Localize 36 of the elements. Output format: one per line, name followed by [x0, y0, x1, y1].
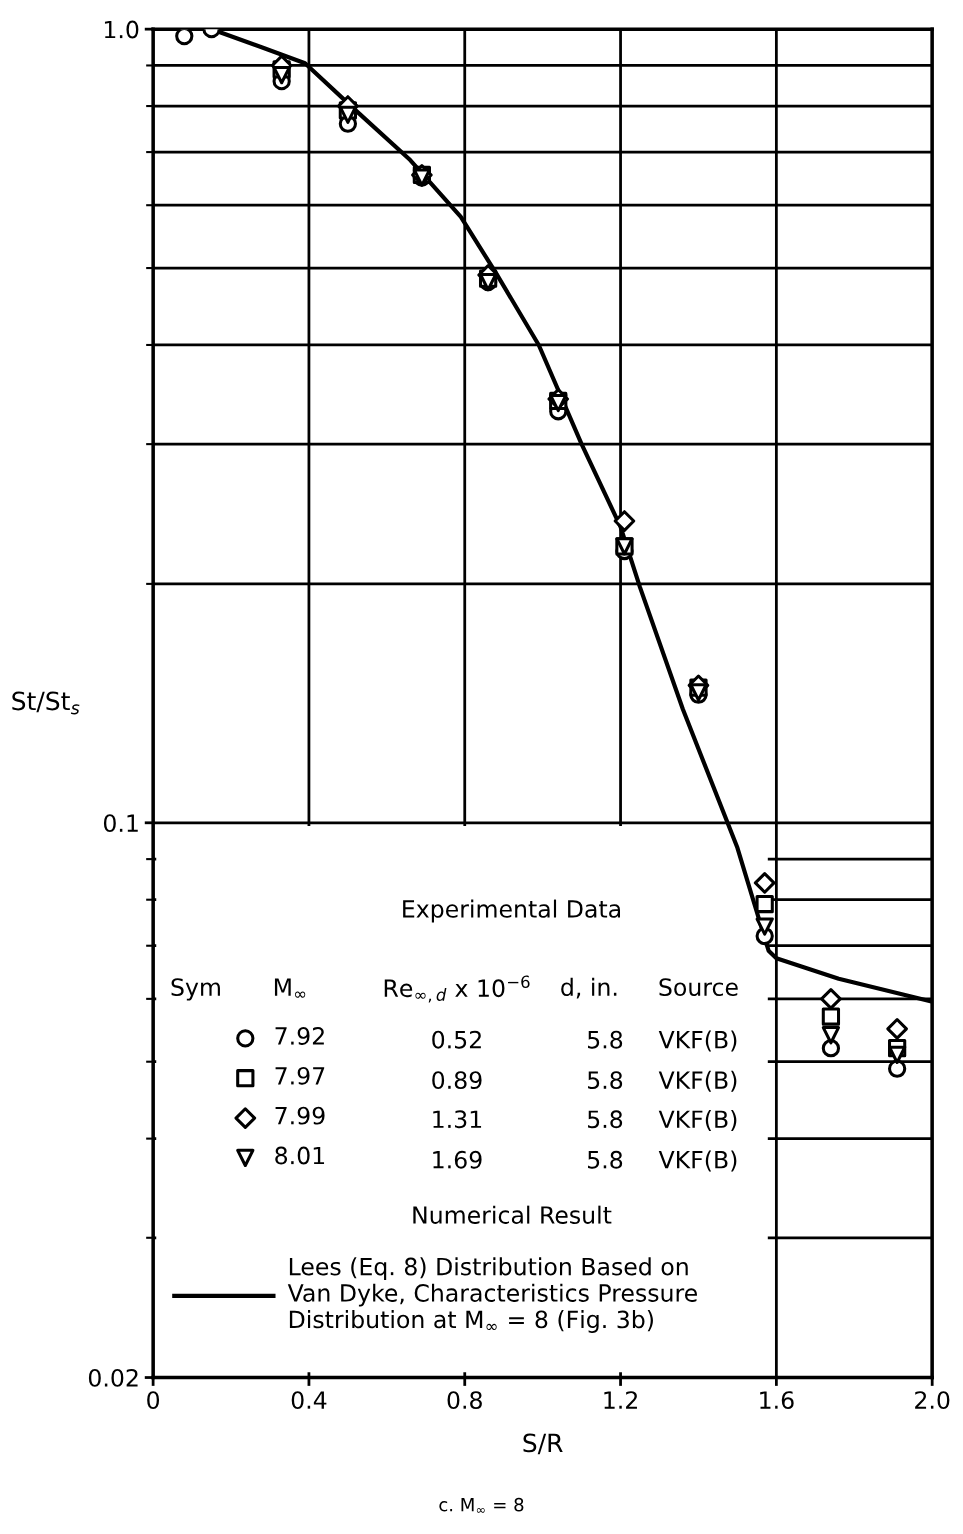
annotation: Numerical Result	[413, 1205, 612, 1224]
x-tick-label: 1.6	[760, 1391, 794, 1409]
x-tick-label: 1.2	[604, 1391, 637, 1409]
y-tick-label: 1.0	[104, 20, 139, 39]
legend-label: 7.92	[275, 1027, 324, 1045]
y-tick-label: 0.1	[103, 814, 138, 833]
annotation: 5.8	[588, 1071, 623, 1090]
annotation: 5.8	[588, 1030, 623, 1049]
annotation: 0.52	[432, 1030, 481, 1049]
annotation: Source	[659, 978, 738, 997]
legend-label: 7.99	[275, 1106, 325, 1125]
annotation: VKF(B)	[658, 1150, 737, 1172]
legend-label: 8.01	[275, 1146, 325, 1165]
annotation: 5.8	[588, 1110, 623, 1129]
annotation: 1.31	[433, 1110, 482, 1129]
x-tick-label: 2.0	[915, 1391, 950, 1409]
annotation: 5.8	[588, 1150, 623, 1169]
annotation: 1.69	[433, 1150, 482, 1169]
text: c. M$_{∞}$ = 8	[439, 1497, 524, 1513]
y-axis-title: St/St$_{s}$	[12, 691, 80, 715]
annotation: Re$_{∞,d}$ x 10$^{−6}$	[384, 975, 530, 1003]
annotation: M$_{∞}$	[274, 978, 306, 998]
y-tick-label: 0.02	[88, 1368, 138, 1387]
annotation: d, in.	[561, 977, 617, 999]
x-tick-label: 0	[147, 1391, 160, 1409]
annotation: VKF(B)	[658, 1109, 737, 1131]
annotation: VKF(B)	[658, 1070, 737, 1092]
annotation: 0.89	[432, 1071, 482, 1090]
annotation: Sym	[171, 978, 220, 1001]
legend-label: 7.97	[275, 1066, 325, 1085]
x-tick-label: 0.4	[291, 1391, 327, 1409]
x-tick-label: 0.8	[447, 1391, 482, 1409]
annotation: VKF(B)	[658, 1030, 737, 1052]
x-axis-title: S/R	[523, 1433, 563, 1455]
annotation: Experimental Data	[403, 899, 621, 923]
legend-label: Lees (Eq. 8) Distribution Based on Van Dyke, Characteristics Pressure Distribution at M$_{∞}$ = 8 (Fig. 3b)	[287, 1257, 697, 1333]
